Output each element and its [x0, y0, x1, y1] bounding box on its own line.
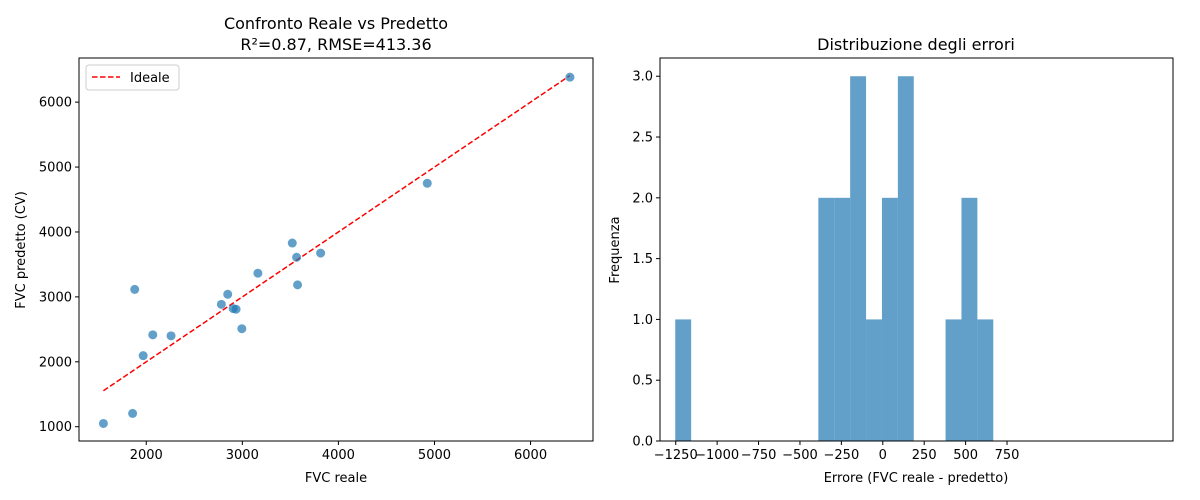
scatter-x-tick-label: 6000	[514, 448, 547, 463]
scatter-point-5	[166, 331, 176, 341]
histogram-x-tick-label: 500	[953, 448, 978, 463]
legend-box	[85, 64, 180, 91]
histogram-x-tick-label: −1250	[654, 448, 698, 463]
scatter-point-0	[98, 418, 108, 428]
scatter-x-ticks: 2000 3000 4000 5000 6000	[130, 441, 547, 463]
scatter-plot-area	[98, 72, 575, 428]
histogram-x-ticks: −1250−1000 −750 −500 −250 0 250 500 750	[654, 441, 1020, 463]
histogram-x-axis-label: Errore (FVC reale - predetto)	[824, 471, 1009, 486]
scatter-x-axis-label: FVC reale	[305, 471, 367, 486]
scatter-point-15	[316, 248, 326, 258]
scatter-title-line-2: R²=0.87, RMSE=413.36	[240, 35, 431, 54]
histogram-x-tick-label: −500	[782, 448, 818, 463]
scatter-point-4	[148, 330, 158, 340]
scatter-y-axis-label: FVC predetto (CV)	[14, 191, 29, 309]
scatter-y-tick-label: 4000	[39, 225, 72, 240]
scatter-point-10	[237, 324, 247, 334]
scatter-x-tick-label: 5000	[418, 448, 451, 463]
scatter-x-tick-label: 3000	[226, 448, 259, 463]
scatter-axes-frame	[78, 57, 594, 442]
histogram-bar-18	[961, 197, 978, 441]
scatter-x-tick-label: 4000	[322, 448, 355, 463]
histogram-y-ticks: 0.0 0.5 1.0 1.5 2.0 2.5 3.0	[632, 70, 660, 450]
histogram-bar-0	[675, 319, 692, 441]
histogram-y-tick-label: 2.5	[632, 131, 653, 146]
histogram-x-tick-label: −250	[824, 448, 860, 463]
scatter-title-line-1: Confronto Reale vs Predetto	[224, 14, 448, 33]
scatter-chart: Confronto Reale vs Predetto R²=0.87, RMS…	[14, 14, 594, 486]
histogram-x-tick-label: 750	[995, 448, 1020, 463]
histogram-bar-14	[897, 76, 914, 441]
scatter-point-14	[293, 280, 303, 290]
scatter-y-tick-label: 3000	[39, 290, 72, 305]
histogram-bar-11	[850, 76, 867, 441]
scatter-y-tick-label: 2000	[39, 355, 72, 370]
histogram-bar-17	[945, 319, 962, 441]
histogram-plot-area	[675, 76, 994, 441]
scatter-point-1	[128, 408, 138, 418]
histogram-y-tick-label: 3.0	[632, 70, 653, 85]
scatter-legend: Ideale	[85, 64, 180, 91]
histogram-axes-frame	[659, 57, 1174, 442]
scatter-point-3	[138, 351, 148, 361]
histogram-x-tick-label: 0	[879, 448, 887, 463]
histogram-y-tick-label: 1.5	[632, 252, 653, 267]
histogram-bar-13	[881, 197, 898, 441]
histogram-bar-19	[977, 319, 994, 441]
histogram-y-tick-label: 0.0	[632, 435, 653, 450]
scatter-y-tick-label: 5000	[39, 161, 72, 176]
histogram-x-tick-label: −1000	[695, 448, 739, 463]
histogram-x-tick-label: −750	[741, 448, 777, 463]
histogram-title: Distribuzione degli errori	[817, 35, 1015, 54]
histogram-y-axis-label: Frequenza	[608, 216, 623, 283]
histogram-y-tick-label: 1.0	[632, 313, 653, 328]
histogram-bar-9	[818, 197, 835, 441]
scatter-point-11	[253, 268, 263, 278]
scatter-y-tick-label: 6000	[39, 96, 72, 111]
scatter-x-tick-label: 2000	[130, 448, 163, 463]
scatter-point-13	[292, 252, 302, 262]
scatter-y-ticks: 1000 2000 3000 4000 5000 6000	[39, 96, 79, 435]
histogram-y-tick-label: 2.0	[632, 191, 653, 206]
histogram-bar-12	[866, 319, 882, 441]
scatter-point-9	[231, 304, 241, 314]
histogram-y-tick-label: 0.5	[632, 374, 653, 389]
scatter-point-6	[216, 299, 226, 309]
ideal-line	[102, 74, 571, 392]
scatter-point-2	[130, 284, 140, 294]
histogram-chart: Distribuzione degli errori −1250−1000 −75…	[608, 35, 1174, 486]
histogram-bar-10	[834, 197, 851, 441]
scatter-point-17	[565, 72, 575, 82]
scatter-point-16	[422, 178, 432, 188]
scatter-point-7	[223, 289, 233, 299]
legend-ideal-label: Ideale	[130, 71, 170, 86]
scatter-point-12	[287, 238, 297, 248]
scatter-y-tick-label: 1000	[39, 420, 72, 435]
histogram-x-tick-label: 250	[912, 448, 937, 463]
